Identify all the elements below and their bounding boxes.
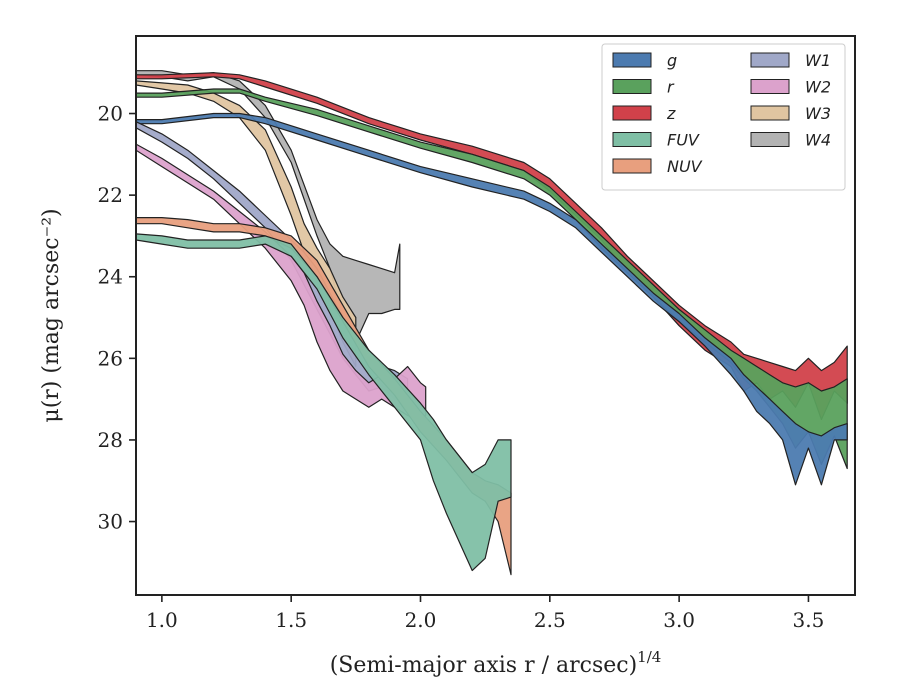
bands-layer bbox=[136, 70, 848, 576]
x-axis-label: (Semi-major axis r / arcsec)1/4 bbox=[330, 648, 662, 678]
y-tick-label: 20 bbox=[98, 102, 123, 126]
legend: grz FUV NUV W1 W2 W3 W4 bbox=[601, 43, 846, 191]
legend-swatch bbox=[612, 132, 652, 147]
x-tick-label: 3.0 bbox=[663, 608, 695, 632]
y-tick-label: 30 bbox=[98, 510, 123, 534]
legend-label: W3 bbox=[805, 104, 831, 123]
x-tick-label: 2.5 bbox=[534, 608, 566, 632]
legend-swatch bbox=[750, 79, 790, 94]
y-tick-label: 22 bbox=[98, 183, 123, 207]
y-ticks: 20 22 24 26 28 30 bbox=[98, 102, 136, 534]
band-g bbox=[136, 112, 848, 486]
legend-label: W2 bbox=[805, 78, 831, 97]
legend-label: r bbox=[667, 78, 675, 97]
band-r bbox=[136, 88, 848, 470]
x-ticks: 1.0 1.5 2.0 2.5 3.0 3.5 bbox=[146, 595, 824, 632]
band-nuv bbox=[136, 217, 512, 576]
legend-item-w3: W3 bbox=[750, 104, 831, 123]
legend-item-g: g bbox=[612, 51, 677, 70]
legend-item-w1: W1 bbox=[750, 51, 831, 70]
plot-frame bbox=[135, 35, 856, 596]
legend-swatch bbox=[750, 105, 790, 121]
legend-label: z bbox=[666, 104, 676, 123]
legend-swatch bbox=[612, 52, 652, 68]
legend-label: NUV bbox=[667, 157, 703, 176]
band-w4 bbox=[136, 70, 401, 343]
y-tick-label: 28 bbox=[98, 428, 123, 452]
x-axis-label-main: (Semi-major axis r / arcsec) bbox=[330, 653, 637, 678]
x-tick-label: 1.5 bbox=[275, 608, 307, 632]
legend-item-fuv: FUV bbox=[612, 131, 700, 150]
legend-item-w4: W4 bbox=[750, 131, 831, 150]
legend-item-r: r bbox=[612, 78, 675, 97]
legend-swatch bbox=[750, 52, 790, 68]
legend-label: W1 bbox=[805, 51, 831, 70]
legend-swatch bbox=[612, 105, 652, 121]
y-axis-label: μ(r) (mag arcsec⁻²) bbox=[39, 208, 64, 422]
x-axis-label-exponent: 1/4 bbox=[637, 648, 661, 666]
legend-label: FUV bbox=[667, 131, 700, 150]
y-tick-label: 24 bbox=[98, 265, 123, 289]
band-fuv bbox=[136, 233, 512, 572]
x-tick-label: 1.0 bbox=[146, 608, 178, 632]
x-tick-label: 2.0 bbox=[405, 608, 437, 632]
legend-item-nuv: NUV bbox=[612, 157, 703, 176]
x-tick-label: 3.5 bbox=[793, 608, 825, 632]
legend-item-w2: W2 bbox=[750, 78, 831, 97]
legend-item-z: z bbox=[612, 104, 676, 123]
legend-swatch bbox=[612, 158, 652, 174]
legend-label: W4 bbox=[805, 131, 831, 150]
legend-swatch bbox=[612, 79, 652, 94]
y-tick-label: 26 bbox=[98, 346, 123, 370]
legend-swatch bbox=[750, 132, 790, 147]
legend-label: g bbox=[667, 51, 677, 70]
